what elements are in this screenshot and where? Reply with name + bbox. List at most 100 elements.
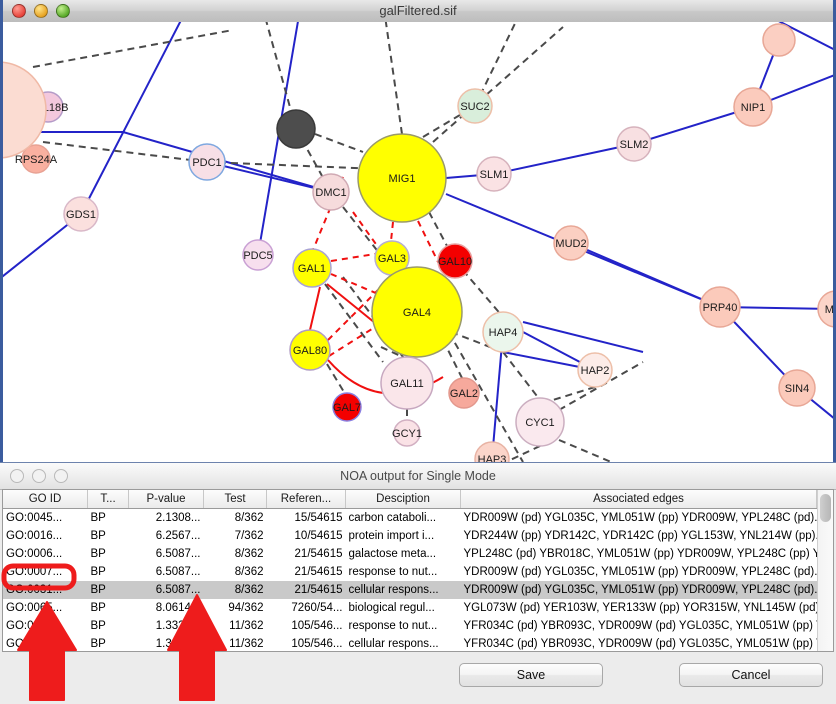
cell-type[interactable]: BP [90, 530, 106, 542]
node-circle[interactable] [448, 377, 480, 409]
network-node[interactable]: HAP3 [474, 441, 510, 462]
cell-p-value[interactable]: 6.5087... [155, 548, 201, 560]
node-circle[interactable] [63, 196, 99, 232]
network-node[interactable]: MSL [817, 290, 833, 328]
node-circle[interactable] [312, 173, 350, 211]
node-circle[interactable] [553, 225, 589, 261]
cell-test[interactable]: 7/362 [234, 530, 264, 542]
cell-p-value[interactable]: 6.5087... [155, 566, 201, 578]
cell-description[interactable]: response to nut... [348, 566, 438, 578]
cell-test[interactable]: 11/362 [229, 638, 264, 650]
table-vertical-scrollbar[interactable] [817, 490, 833, 651]
node-circle[interactable] [817, 290, 833, 328]
cell-type[interactable]: BP [90, 566, 106, 578]
cell-associated-edges[interactable]: YDR009W (pd) YGL035C, YML051W (pp) YDR00… [463, 512, 817, 524]
network-canvas[interactable]: RPL18B RPS24A GDS1 PDC1 PDC5 DMC1 SUC2 MIG1 SLM1… [3, 22, 833, 462]
table-row[interactable]: GO:0016... BP 6.2567... 7/362 10/54615 protei… [3, 527, 817, 545]
network-node[interactable] [762, 23, 796, 57]
node-circle[interactable] [292, 248, 332, 288]
column-header-type[interactable]: T... [87, 490, 129, 509]
cell-type[interactable]: BP [90, 548, 106, 560]
column-header-reference[interactable]: Referen... [266, 490, 346, 509]
cell-go-id[interactable]: GO:0045... [6, 512, 63, 524]
cell-reference[interactable]: 105/546... [291, 638, 343, 650]
node-circle[interactable] [778, 369, 816, 407]
node-circle[interactable] [3, 61, 47, 159]
network-node[interactable]: GCY1 [392, 419, 422, 447]
network-node[interactable]: GAL10 [437, 243, 473, 279]
node-circle[interactable] [476, 156, 512, 192]
cell-type[interactable]: BP [90, 602, 106, 614]
cell-test[interactable]: 94/362 [228, 602, 264, 614]
cell-test[interactable]: 8/362 [234, 548, 264, 560]
node-circle[interactable] [699, 286, 741, 328]
node-circle[interactable] [515, 397, 565, 447]
cell-associated-edges[interactable]: YDR009W (pd) YGL035C, YML051W (pp) YDR00… [463, 566, 817, 578]
node-circle[interactable] [762, 23, 796, 57]
node-circle[interactable] [474, 441, 510, 462]
cell-associated-edges[interactable]: YDR009W (pd) YGL035C, YML051W (pp) YDR00… [460, 581, 817, 599]
node-circle[interactable] [332, 392, 362, 422]
network-node[interactable]: HAP4 [482, 311, 524, 353]
cell-p-value[interactable]: 6.2567... [155, 530, 201, 542]
node-circle[interactable] [437, 243, 473, 279]
noa-window-controls[interactable] [10, 469, 68, 483]
table-row[interactable]: GO:0007... BP 6.5087... 8/362 21/54615 respon… [3, 563, 817, 581]
cell-go-id[interactable]: GO:0065... [6, 602, 63, 614]
cell-description[interactable]: cellular respons... [345, 581, 461, 599]
cell-description[interactable]: cellular respons... [348, 638, 439, 650]
cell-test[interactable]: 11/362 [229, 620, 264, 632]
network-node[interactable]: PDC1 [188, 143, 226, 181]
network-node[interactable]: GAL80 [289, 329, 331, 371]
network-node[interactable]: HAP2 [577, 352, 613, 388]
cell-p-value[interactable]: 2.1308... [155, 512, 201, 524]
cell-reference[interactable]: 7260/54... [291, 602, 343, 614]
network-node[interactable]: GAL7 [332, 392, 362, 422]
cell-p-value[interactable]: 1.3324... [155, 620, 201, 632]
node-circle[interactable] [380, 356, 434, 410]
node-circle[interactable] [371, 266, 463, 358]
table-row[interactable]: GO:0031... BP 6.5087... 8/362 21/54615 cellul… [3, 581, 817, 599]
cell-description[interactable]: response to nut... [348, 620, 438, 632]
cell-type[interactable]: BP [90, 620, 106, 632]
zoom-icon[interactable] [54, 469, 68, 483]
cell-description[interactable]: biological regul... [348, 602, 435, 614]
noa-results-table[interactable]: GO ID T... P-value Test Referen... Desci… [3, 490, 817, 651]
network-node[interactable]: MIG1 [357, 133, 447, 223]
cell-description[interactable]: protein import i... [348, 530, 435, 542]
node-circle[interactable] [577, 352, 613, 388]
cell-associated-edges[interactable]: YDR244W (pp) YDR142C, YDR142C (pp) YGL15… [463, 530, 817, 542]
zoom-icon[interactable] [56, 4, 70, 18]
node-circle[interactable] [276, 109, 316, 149]
column-header-associated-edges[interactable]: Associated edges [460, 490, 817, 509]
node-circle[interactable] [482, 311, 524, 353]
cell-go-id[interactable]: GO:0016... [6, 530, 63, 542]
cell-type[interactable]: BP [90, 512, 106, 524]
network-node[interactable]: NIP1 [733, 87, 773, 127]
save-button[interactable]: Save [459, 663, 603, 687]
cell-p-value[interactable]: 1.3324... [155, 638, 201, 650]
network-node[interactable]: PDC5 [242, 239, 274, 271]
table-row[interactable]: GO:0006... BP 6.5087... 8/362 21/54615 galact… [3, 545, 817, 563]
cell-type[interactable]: BP [90, 638, 106, 650]
cell-reference[interactable]: 21/54615 [266, 581, 346, 599]
cell-go-id[interactable]: GO:0031... [3, 581, 88, 599]
network-node[interactable]: CYC1 [515, 397, 565, 447]
cell-test[interactable]: 8/362 [234, 512, 264, 524]
cell-associated-edges[interactable]: YGL073W (pd) YER103W, YER133W (pp) YOR31… [463, 602, 817, 614]
cell-go-id[interactable]: GO:0031... [6, 638, 63, 650]
cell-go-id[interactable]: GO:0006... [6, 548, 63, 560]
cell-reference[interactable]: 10/54615 [294, 530, 343, 542]
node-circle[interactable] [357, 133, 447, 223]
node-circle[interactable] [733, 87, 773, 127]
table-body[interactable]: GO:0045... BP 2.1308... 8/362 15/54615 carbon… [3, 509, 817, 652]
column-header-test[interactable]: Test [203, 490, 267, 509]
node-circle[interactable] [21, 144, 51, 174]
minimize-icon[interactable] [32, 469, 46, 483]
cell-description[interactable]: carbon cataboli... [348, 512, 437, 524]
column-header-description[interactable]: Desciption [345, 490, 461, 509]
cell-reference[interactable]: 21/54615 [294, 566, 343, 578]
network-node[interactable]: GDS1 [63, 196, 99, 232]
table-row[interactable]: GO:0045... BP 2.1308... 8/362 15/54615 carbon… [3, 509, 817, 528]
